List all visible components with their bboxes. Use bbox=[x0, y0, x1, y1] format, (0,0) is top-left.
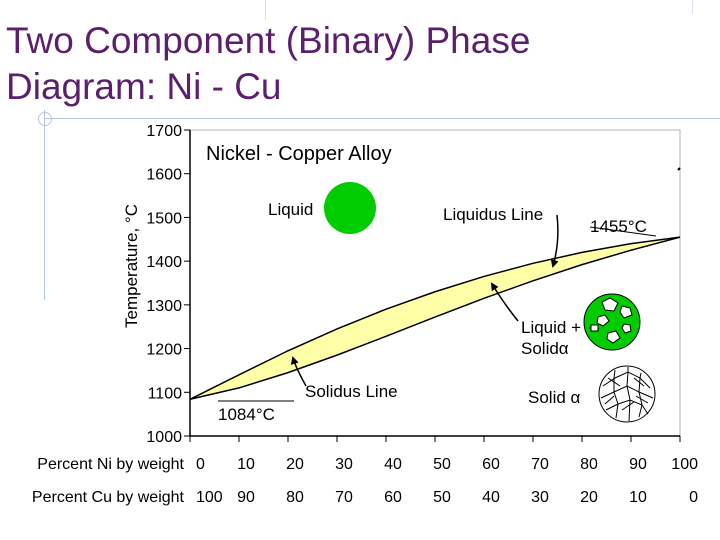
slide-title-line-1: Two Component (Binary) Phase bbox=[6, 20, 531, 61]
cu-tick-label: 10 bbox=[629, 489, 647, 506]
ni-tick-label: 100 bbox=[671, 456, 698, 473]
chart-title: Nickel - Copper Alloy bbox=[206, 143, 392, 165]
decorative-circle bbox=[38, 112, 52, 126]
ni-tick-label: 90 bbox=[629, 456, 647, 473]
y-tick-label: 1100 bbox=[148, 385, 183, 402]
decorative-top-line-right bbox=[692, 0, 693, 14]
liquid-marker-icon bbox=[324, 182, 376, 234]
two-phase-marker-tab bbox=[590, 324, 599, 332]
solidus-arrow bbox=[290, 356, 307, 387]
y-axis-label: Temperature, °C bbox=[122, 204, 141, 328]
ni-tick-label: 40 bbox=[384, 456, 402, 473]
cu-tick-label: 20 bbox=[580, 489, 598, 506]
y-tick-label: 1000 bbox=[146, 429, 182, 446]
cu-tick-label: 50 bbox=[433, 489, 451, 506]
cu-tick-label: 30 bbox=[531, 489, 549, 506]
solidus-curve bbox=[189, 236, 681, 401]
cu-axis-tick-labels: 100 90 80 70 60 50 40 30 20 10 0 bbox=[196, 489, 698, 506]
cu-tick-label: 80 bbox=[286, 489, 304, 506]
ni-melting-point-label: 1455°C bbox=[590, 217, 647, 236]
ni-melting-leader bbox=[589, 226, 657, 237]
cu-tick-label: 40 bbox=[482, 489, 500, 506]
decorative-vertical-line bbox=[44, 110, 45, 300]
cu-tick-label: 100 bbox=[196, 489, 223, 506]
y-tick-label: 1300 bbox=[146, 298, 182, 315]
ni-tick-label: 20 bbox=[286, 456, 304, 473]
two-phase-label-line-2: Solidα bbox=[521, 339, 569, 358]
ni-tick-label: 0 bbox=[196, 456, 205, 473]
ni-tick-label: 50 bbox=[433, 456, 451, 473]
ni-axis-tick-labels: 0 10 20 30 40 50 60 70 80 90 100 bbox=[196, 456, 698, 473]
slide-title: Two Component (Binary) Phase Diagram: Ni… bbox=[6, 18, 530, 110]
y-axis-ticks bbox=[184, 129, 190, 437]
cu-tick-label: 0 bbox=[689, 489, 698, 506]
y-tick-label: 1200 bbox=[146, 342, 182, 359]
slide-title-line-2: Diagram: Ni - Cu bbox=[6, 66, 282, 107]
cu-axis-title: Percent Cu by weight bbox=[32, 489, 185, 506]
two-phase-marker-icon bbox=[583, 293, 641, 351]
y-tick-label: 1600 bbox=[146, 167, 182, 184]
cu-melting-point-label: 1084°C bbox=[218, 405, 275, 424]
decorative-top-line bbox=[265, 0, 266, 20]
solid-marker-icon bbox=[598, 365, 656, 423]
ni-tick-label: 70 bbox=[531, 456, 549, 473]
solidus-line-label: Solidus Line bbox=[305, 382, 398, 401]
decorative-horizontal-line bbox=[44, 118, 720, 119]
ni-tick-label: 10 bbox=[237, 456, 255, 473]
solid-region-label: Solid α bbox=[528, 388, 581, 407]
corner-mark bbox=[677, 167, 681, 171]
ni-tick-label: 30 bbox=[335, 456, 353, 473]
y-tick-label: 1700 bbox=[146, 123, 182, 140]
cu-tick-label: 60 bbox=[384, 489, 402, 506]
liquidus-line-label: Liquidus Line bbox=[443, 205, 543, 224]
cu-tick-label: 70 bbox=[335, 489, 353, 506]
ni-tick-label: 60 bbox=[482, 456, 500, 473]
two-phase-region bbox=[190, 237, 680, 400]
two-phase-arrow bbox=[490, 282, 519, 322]
x-axis-ticks bbox=[189, 436, 681, 442]
y-tick-label: 1500 bbox=[146, 210, 182, 227]
y-axis-tick-labels: 1000 1100 1200 1300 1400 1500 1600 1700 bbox=[146, 123, 182, 446]
ni-tick-label: 80 bbox=[580, 456, 598, 473]
two-phase-label-line-1: Liquid + bbox=[521, 318, 581, 337]
liquid-region-label: Liquid bbox=[268, 200, 313, 219]
cu-tick-label: 90 bbox=[237, 489, 255, 506]
liquidus-arrow bbox=[550, 214, 559, 268]
y-tick-label: 1400 bbox=[146, 254, 182, 271]
ni-axis-title: Percent Ni by weight bbox=[37, 456, 184, 473]
liquidus-curve bbox=[189, 236, 681, 400]
